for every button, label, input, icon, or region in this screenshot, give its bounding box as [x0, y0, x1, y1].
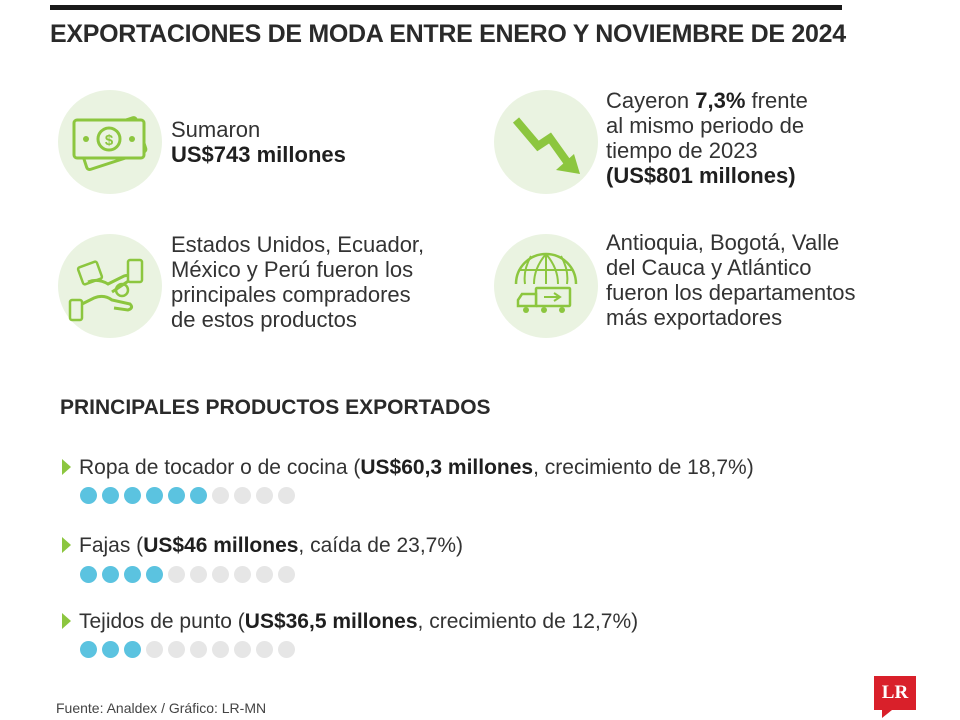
product-change: , caída de 23,7%): [298, 534, 464, 557]
stat-buyers-line4: de estos productos: [171, 307, 357, 332]
stat-buyers-line3: principales compradores: [171, 282, 411, 307]
stat-total: Sumaron US$743 millones: [171, 117, 346, 167]
dot-filled: [102, 566, 119, 583]
bullet-arrow-icon: [62, 537, 71, 553]
dot-empty: [190, 641, 207, 658]
stat-regions-line4: más exportadores: [606, 305, 783, 330]
dot-filled: [102, 641, 119, 658]
hands-exchange-icon: [68, 258, 144, 322]
stat-drop-percent: 7,3%: [695, 88, 746, 113]
dot-empty: [256, 566, 273, 583]
dot-filled: [124, 566, 141, 583]
dot-filled: [190, 487, 207, 504]
dot-empty: [190, 566, 207, 583]
stat-total-pre: Sumaron: [171, 117, 261, 142]
bullet-arrow-icon: [62, 459, 71, 475]
money-icon-circle: $: [58, 90, 162, 194]
product-row: Fajas (US$46 millones, caída de 23,7%): [62, 534, 463, 558]
stat-regions-line1: Antioquia, Bogotá, Valle: [606, 230, 840, 255]
trend-down-icon-circle: [494, 90, 598, 194]
dot-empty: [146, 641, 163, 658]
dot-empty: [234, 641, 251, 658]
product-change: , crecimiento de 18,7%): [533, 456, 754, 479]
stat-buyers: Estados Unidos, Ecuador, México y Perú f…: [171, 232, 424, 332]
dot-empty: [168, 566, 185, 583]
dot-empty: [256, 641, 273, 658]
top-rule: [50, 5, 842, 10]
dot-empty: [278, 487, 295, 504]
money-icon: $: [72, 116, 148, 172]
stat-buyers-line2: México y Perú fueron los: [171, 257, 414, 282]
product-dots: [80, 641, 295, 658]
lr-logo: LR: [874, 676, 916, 718]
product-value: US$36,5 millones: [244, 610, 418, 633]
product-name: Fajas (: [79, 534, 144, 557]
globe-icon-circle: [494, 234, 598, 338]
dot-filled: [80, 487, 97, 504]
dot-empty: [212, 641, 229, 658]
stat-regions: Antioquia, Bogotá, Valle del Cauca y Atl…: [606, 230, 856, 330]
stat-drop-line1-end: frente: [745, 88, 808, 113]
svg-text:$: $: [105, 132, 114, 149]
stat-regions-line3: fueron los departamentos: [606, 280, 856, 305]
hands-icon-circle: [58, 234, 162, 338]
product-row: Tejidos de punto (US$36,5 millones, crec…: [62, 610, 638, 634]
dot-filled: [102, 487, 119, 504]
product-row: Ropa de tocador o de cocina (US$60,3 mil…: [62, 456, 754, 480]
dot-empty: [256, 487, 273, 504]
stat-buyers-line1: Estados Unidos, Ecuador,: [171, 232, 425, 257]
dot-empty: [234, 487, 251, 504]
dot-filled: [124, 641, 141, 658]
dot-empty: [212, 487, 229, 504]
dot-filled: [146, 487, 163, 504]
stat-regions-line2: del Cauca y Atlántico: [606, 255, 812, 280]
trend-down-arrow-icon: [512, 117, 580, 174]
stat-drop-previous: (US$801 millones): [606, 163, 796, 188]
product-dots: [80, 487, 295, 504]
product-dots: [80, 566, 295, 583]
dot-filled: [124, 487, 141, 504]
dot-filled: [80, 641, 97, 658]
dot-empty: [168, 641, 185, 658]
stat-drop-line2: al mismo periodo de: [606, 113, 805, 138]
globe-truck-icon: [514, 252, 578, 313]
product-name: Tejidos de punto (: [79, 610, 245, 633]
dot-empty: [212, 566, 229, 583]
bullet-arrow-icon: [62, 613, 71, 629]
dot-empty: [278, 641, 295, 658]
stat-drop-line3: tiempo de 2023: [606, 138, 758, 163]
product-value: US$60,3 millones: [360, 456, 534, 479]
source-note: Fuente: Analdex / Gráfico: LR-MN: [56, 700, 267, 716]
product-change: , crecimiento de 12,7%): [417, 610, 639, 633]
dot-filled: [146, 566, 163, 583]
product-value: US$46 millones: [143, 534, 299, 557]
dot-filled: [168, 487, 185, 504]
stat-drop-line1: Cayeron: [606, 88, 696, 113]
dot-filled: [80, 566, 97, 583]
product-name: Ropa de tocador o de cocina (: [79, 456, 361, 479]
section-title: PRINCIPALES PRODUCTOS EXPORTADOS: [60, 396, 491, 419]
dot-empty: [234, 566, 251, 583]
stat-drop: Cayeron 7,3% frente al mismo periodo de …: [606, 88, 808, 188]
dot-empty: [278, 566, 295, 583]
stat-total-value: US$743 millones: [171, 142, 346, 167]
page-title: EXPORTACIONES DE MODA ENTRE ENERO Y NOVI…: [50, 20, 846, 48]
